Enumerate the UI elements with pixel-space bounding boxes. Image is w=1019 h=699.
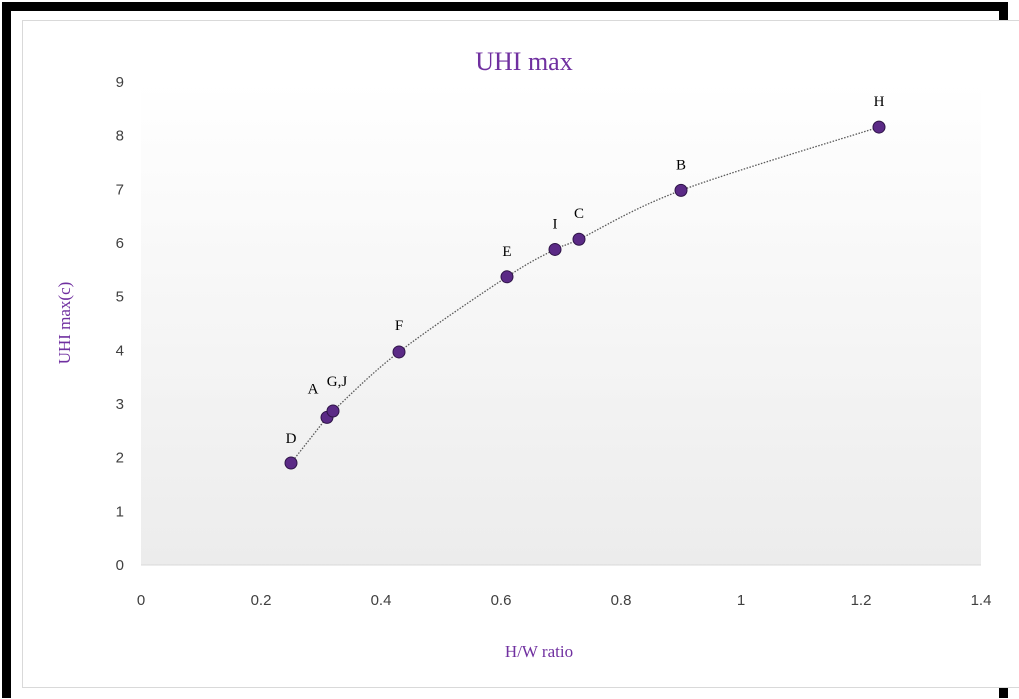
data-point-label: E (502, 244, 511, 260)
y-tick-label: 0 (116, 557, 124, 574)
chart-title: UHI max (475, 47, 572, 76)
x-tick-label: 1 (737, 592, 745, 609)
data-point-label: B (676, 157, 686, 173)
data-point-label: I (553, 216, 558, 232)
x-tick-labels: 0 0.2 0.4 0.6 0.8 1 1.2 1.4 (137, 592, 992, 609)
data-point-labels: D A G,J F E IC B H (286, 94, 885, 447)
data-point (500, 270, 514, 284)
x-tick-label: 0.4 (371, 592, 392, 609)
y-tick-label: 4 (116, 342, 124, 359)
y-tick-label: 2 (116, 450, 124, 467)
data-point (284, 456, 298, 470)
data-point (674, 183, 688, 197)
data-point-label: C (574, 206, 584, 222)
data-point (548, 242, 562, 256)
data-point (872, 120, 886, 134)
x-tick-label: 0.6 (491, 592, 512, 609)
x-tick-label: 0.2 (251, 592, 272, 609)
data-point-label: H (874, 94, 885, 110)
data-points (284, 120, 886, 470)
y-tick-label: 9 (116, 74, 124, 91)
y-tick-labels: 0 1 2 3 4 5 6 7 8 9 (116, 74, 124, 574)
y-tick-label: 1 (116, 503, 124, 520)
data-point-label: D (286, 431, 297, 447)
x-tick-label: 0.8 (611, 592, 632, 609)
data-point (326, 404, 340, 418)
x-axis-title: H/W ratio (505, 642, 573, 661)
data-point-label: A (308, 381, 319, 397)
x-tick-label: 0 (137, 592, 145, 609)
plot-background (141, 82, 981, 565)
y-tick-label: 7 (116, 181, 124, 198)
data-point (572, 232, 586, 246)
y-tick-label: 6 (116, 235, 124, 252)
y-axis-title: UHI max(c) (55, 282, 74, 365)
data-point-label: F (395, 318, 403, 334)
x-tick-label: 1.2 (851, 592, 872, 609)
data-point-label: G,J (327, 374, 348, 390)
y-tick-label: 8 (116, 128, 124, 145)
y-tick-label: 3 (116, 396, 124, 413)
data-point (392, 345, 406, 359)
y-tick-label: 5 (116, 289, 124, 306)
x-tick-label: 1.4 (971, 592, 992, 609)
